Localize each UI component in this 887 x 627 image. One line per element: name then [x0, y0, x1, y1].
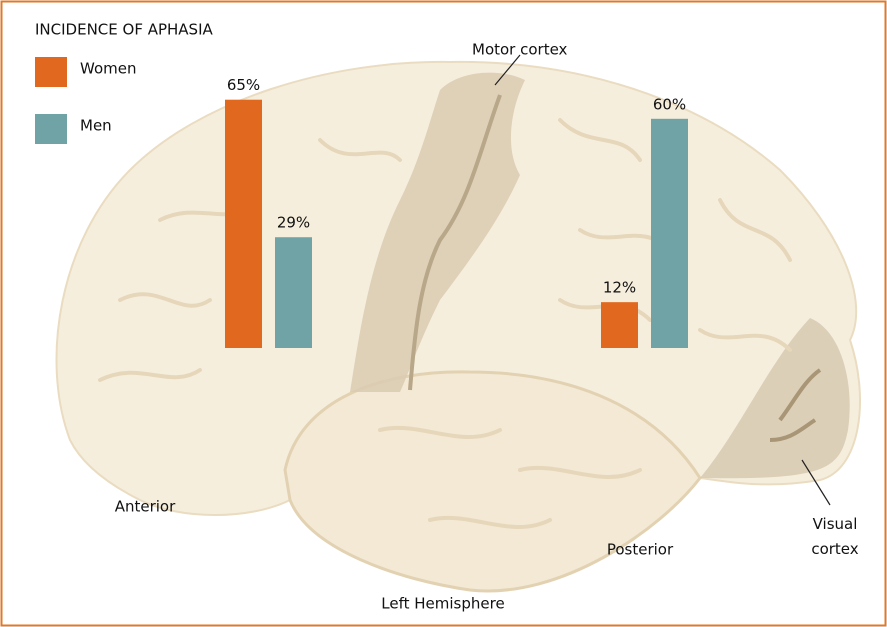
annotation: Visual cortex: [795, 512, 875, 562]
bar: [225, 100, 262, 348]
annotation: Motor cortex: [472, 41, 568, 59]
data-label: 12%: [603, 279, 636, 297]
data-label: 60%: [653, 95, 686, 113]
page: INCIDENCE OF APHASIA Motor cortex Left H…: [0, 0, 887, 627]
chart: INCIDENCE OF APHASIA Motor cortex Left H…: [0, 0, 887, 627]
legend-label: Women: [80, 60, 136, 78]
bar: [275, 237, 312, 348]
category-label: Anterior: [115, 498, 176, 516]
legend-swatch: [35, 57, 67, 87]
bar: [651, 119, 688, 348]
legend-label: Men: [80, 117, 112, 135]
category-label: Posterior: [607, 541, 674, 559]
data-label: 29%: [277, 214, 310, 232]
legend-swatch: [35, 114, 67, 144]
annotation: Left Hemisphere: [381, 595, 504, 613]
data-label: 65%: [227, 76, 260, 94]
chart-title: INCIDENCE OF APHASIA: [35, 21, 214, 39]
bar: [601, 302, 638, 348]
